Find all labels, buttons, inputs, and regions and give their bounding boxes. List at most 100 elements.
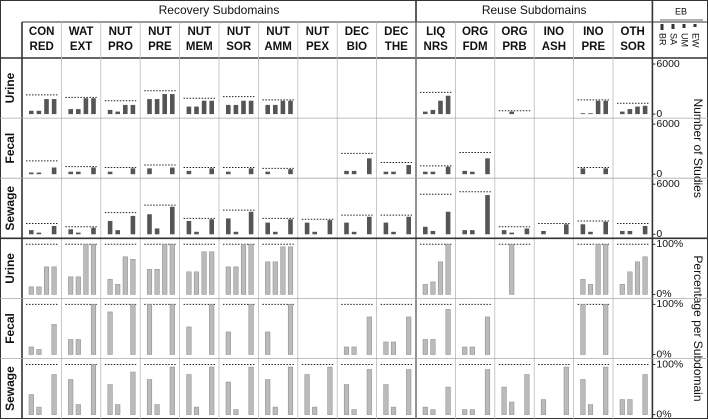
bar: [588, 113, 593, 115]
bar: [273, 231, 278, 235]
bar: [265, 331, 271, 355]
y-tick-label: 0: [656, 108, 662, 120]
row-label: Fecal: [3, 313, 17, 344]
bar: [186, 106, 192, 115]
bar: [68, 339, 74, 355]
y-tick-label: 0%: [656, 288, 671, 300]
bar: [580, 224, 586, 235]
bar: [36, 286, 42, 295]
bar: [642, 225, 648, 235]
bar: [233, 266, 239, 295]
y-tick-label: 6000: [656, 118, 680, 130]
bar: [422, 406, 428, 415]
bar: [603, 100, 608, 115]
bar: [580, 379, 586, 415]
bar: [327, 220, 333, 235]
bar: [265, 379, 271, 415]
column-label: EXT: [70, 41, 92, 53]
bar: [122, 256, 128, 295]
bar: [225, 381, 231, 415]
bar: [430, 281, 436, 295]
group-title: Recovery Subdomains: [159, 3, 280, 17]
bar: [193, 406, 200, 415]
bar: [462, 346, 468, 355]
bar: [367, 158, 372, 175]
bar: [620, 230, 625, 235]
bar: [391, 231, 396, 235]
column-label: NUT: [306, 26, 330, 38]
column-label: PRE: [148, 41, 172, 53]
bar: [587, 284, 594, 295]
column-label: NUT: [227, 26, 251, 38]
bar: [634, 261, 641, 295]
bar: [75, 339, 81, 355]
bar: [304, 222, 310, 235]
bar: [627, 109, 633, 115]
bar: [406, 165, 411, 175]
bar: [43, 266, 50, 295]
bar: [367, 216, 372, 235]
bar: [351, 346, 357, 355]
bar: [304, 374, 310, 415]
bar: [595, 244, 601, 295]
bar: [445, 309, 451, 355]
bar: [241, 100, 246, 115]
y-tick-label: 6000: [656, 58, 680, 70]
bar: [430, 171, 436, 175]
bar: [51, 225, 57, 235]
bar: [580, 304, 586, 355]
bar: [540, 399, 547, 415]
bar: [51, 266, 57, 295]
column-label: WAT: [69, 26, 94, 38]
bar: [170, 167, 175, 175]
bar: [130, 168, 136, 175]
bar: [366, 316, 372, 355]
bar: [312, 231, 317, 235]
bar: [265, 171, 270, 175]
column-label: NRS: [424, 41, 449, 53]
column-label: NUT: [109, 26, 133, 38]
bar: [51, 324, 57, 355]
legend-swatch: [660, 24, 664, 30]
bar: [83, 98, 89, 115]
bar: [115, 404, 121, 415]
bar: [130, 215, 136, 235]
bar: [107, 171, 113, 175]
y-tick-label: 100%: [656, 298, 683, 310]
bar: [248, 211, 254, 235]
bar: [248, 304, 254, 355]
bar: [619, 284, 625, 295]
column-label: NUT: [266, 26, 290, 38]
bar: [248, 100, 254, 115]
bar: [107, 311, 113, 355]
bar: [635, 106, 640, 115]
bar: [68, 379, 74, 415]
legend-label: SA: [669, 33, 679, 45]
bar: [587, 404, 594, 415]
column-label: PRE: [581, 41, 605, 53]
bar: [287, 366, 294, 415]
bar: [76, 232, 81, 235]
bar: [422, 339, 428, 355]
bar: [524, 228, 530, 235]
column-label: INO: [583, 26, 604, 38]
bar: [287, 246, 294, 295]
bar: [445, 166, 451, 175]
bar: [146, 379, 153, 415]
bar: [186, 220, 192, 235]
column-label: DEC: [384, 26, 408, 38]
bar: [209, 100, 214, 115]
bar: [509, 111, 514, 115]
bar: [51, 167, 57, 175]
bar: [627, 399, 633, 415]
bar: [423, 226, 428, 235]
bar: [470, 171, 475, 175]
bar: [642, 105, 648, 115]
bar: [194, 231, 199, 235]
bar: [201, 100, 207, 115]
bar: [642, 374, 648, 415]
bar: [430, 109, 436, 115]
bar: [406, 216, 411, 235]
y-tick-label: 0: [656, 168, 662, 180]
bar: [430, 409, 436, 415]
